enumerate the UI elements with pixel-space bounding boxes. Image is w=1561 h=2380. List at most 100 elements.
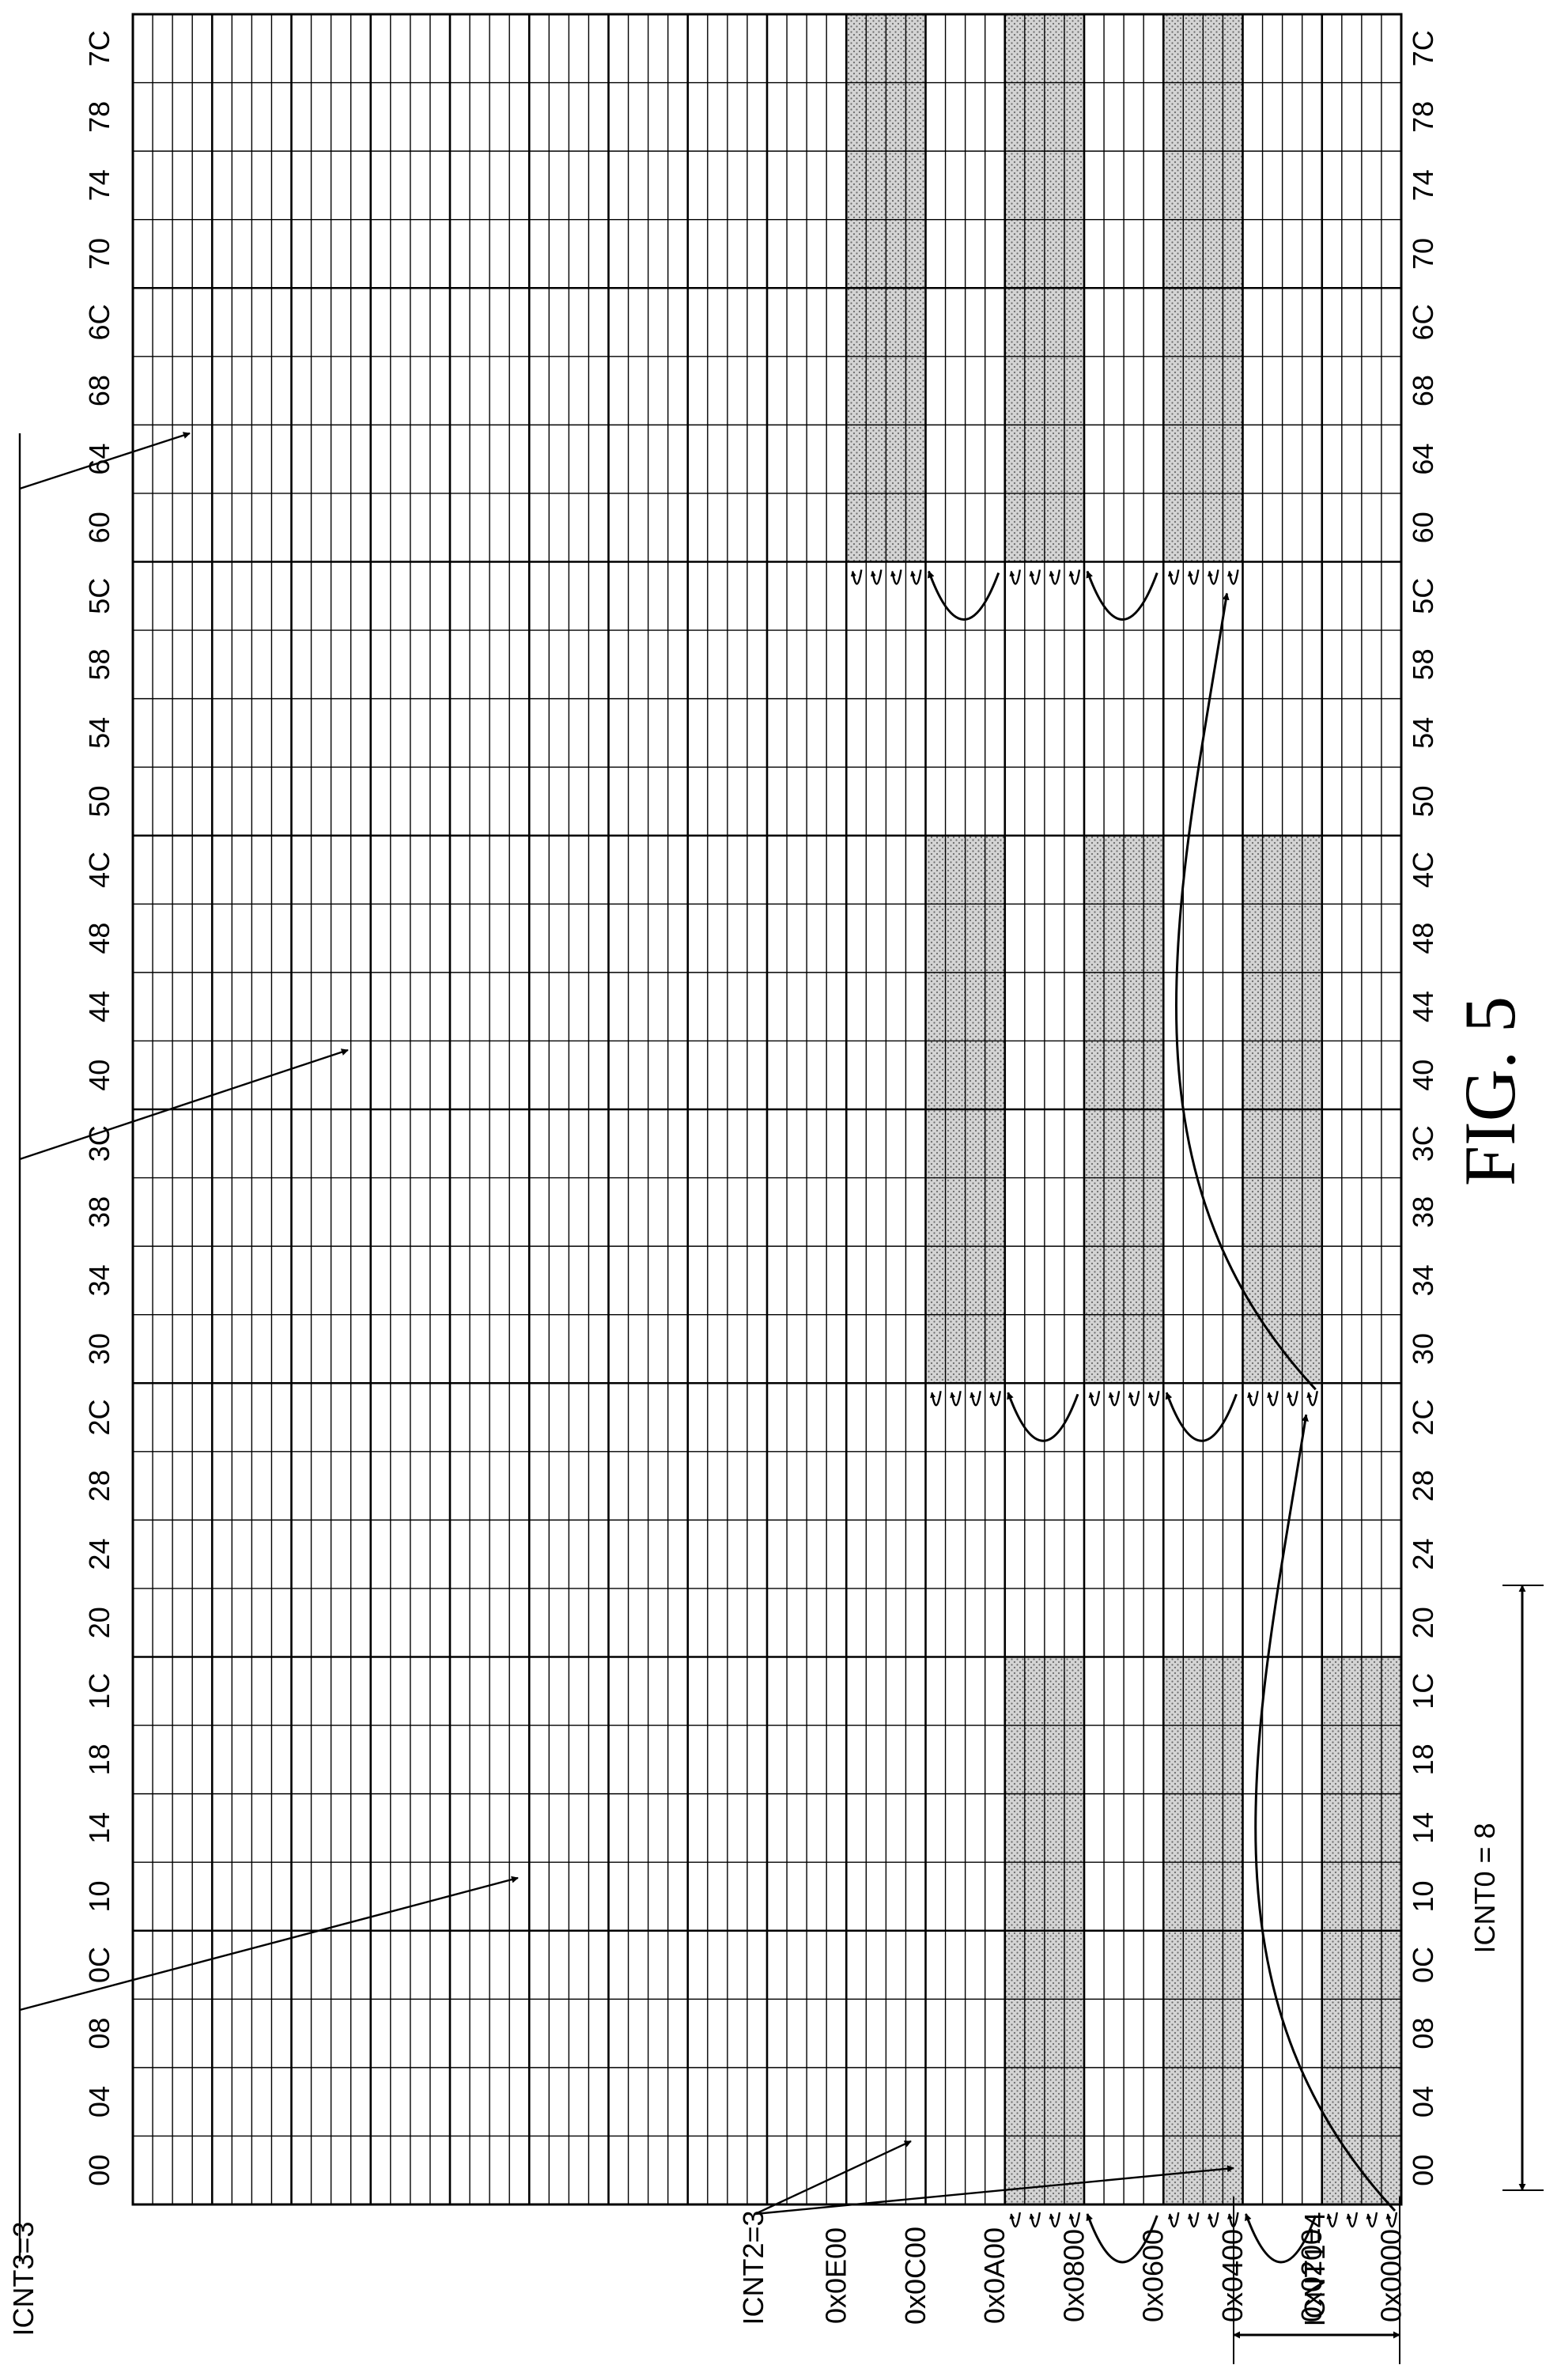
dim1-arrow (1207, 2212, 1219, 2228)
column-label-right: 50 (1407, 785, 1439, 817)
column-label-right: 70 (1407, 238, 1439, 270)
column-label-left: 28 (83, 1470, 115, 1502)
dim1-arrow (1167, 2212, 1180, 2228)
dim3-arrow (1254, 1414, 1397, 2212)
icnt1-label: ICNT1=4 (1298, 2212, 1331, 2326)
column-label-left: 74 (83, 169, 115, 201)
column-label-right: 38 (1407, 1196, 1439, 1228)
dim1-arrow (890, 569, 902, 585)
column-label-right: 6C (1407, 304, 1439, 341)
column-label-left: 0C (83, 1947, 115, 1983)
column-label-right: 44 (1407, 991, 1439, 1022)
dim1-arrow (1049, 569, 1061, 585)
column-label-left: 68 (83, 375, 115, 406)
dim1-arrow (870, 569, 883, 585)
column-label-right: 7C (1407, 30, 1439, 66)
icnt1-dimension: ICNT1=4 (1233, 2197, 1400, 2364)
dim1-arrow (1187, 2212, 1200, 2228)
column-label-left: 44 (83, 991, 115, 1022)
column-label-right: 14 (1407, 1812, 1439, 1844)
column-label-left: 38 (83, 1196, 115, 1228)
address-label: 0x0000 (1374, 2229, 1407, 2322)
address-label: 0x0600 (1137, 2229, 1170, 2322)
column-label-right: 54 (1407, 717, 1439, 749)
column-label-left: 3C (83, 1125, 115, 1162)
column-label-right: 28 (1407, 1470, 1439, 1502)
column-label-right: 2C (1407, 1400, 1439, 1436)
address-label: 0x0800 (1057, 2229, 1090, 2322)
icnt0-dimension: ICNT0 = 8 (1468, 1585, 1544, 2191)
column-label-right: 74 (1407, 169, 1439, 201)
column-label-right: 78 (1407, 101, 1439, 133)
dim1-arrow (1326, 2212, 1338, 2228)
column-label-left: 60 (83, 512, 115, 543)
address-label: 0x0200 (1295, 2229, 1328, 2322)
dim2-arrow (1086, 2213, 1158, 2264)
dim1-arrow (1306, 1391, 1318, 1407)
column-label-right: 48 (1407, 923, 1439, 954)
dimension-pointers (18, 432, 1234, 2261)
dim1-arrow (1366, 2212, 1378, 2228)
column-label-left: 50 (83, 785, 115, 817)
column-label-left: 18 (83, 1743, 115, 1775)
column-label-right: 3C (1407, 1125, 1439, 1162)
dim2-arrow (1245, 2213, 1317, 2264)
column-label-right: 34 (1407, 1264, 1439, 1296)
column-label-right: 40 (1407, 1060, 1439, 1091)
icnt3-pointer (19, 1048, 349, 1161)
column-label-left: 70 (83, 238, 115, 270)
column-label-left: 20 (83, 1607, 115, 1638)
column-label-right: 20 (1407, 1607, 1439, 1638)
dim1-arrow (1029, 2212, 1041, 2228)
dim1-arrow (1108, 1391, 1121, 1407)
column-label-left: 64 (83, 444, 115, 475)
dim1-arrow (1049, 2212, 1061, 2228)
memory-grid (131, 13, 1403, 2206)
column-label-right: 1C (1407, 1673, 1439, 1709)
column-label-left: 2C (83, 1400, 115, 1436)
figure-label: FIG. 5 (1450, 996, 1530, 1186)
dim1-arrow (930, 1391, 942, 1407)
column-label-right: 00 (1407, 2155, 1439, 2186)
column-label-right: 64 (1407, 444, 1439, 475)
column-label-right: 04 (1407, 2086, 1439, 2117)
address-label: 0x0A00 (978, 2227, 1011, 2324)
column-label-right: 30 (1407, 1333, 1439, 1365)
column-label-left: 30 (83, 1333, 115, 1365)
icnt2-pointer (754, 2140, 912, 2216)
dim1-arrow (1227, 569, 1239, 585)
icnt2-pointer (754, 2165, 1234, 2216)
dim2-arrow (1165, 1392, 1238, 1442)
dim1-arrow (1029, 569, 1041, 585)
column-label-left: 7C (83, 30, 115, 66)
dim1-arrow (1128, 1391, 1140, 1407)
dim1-arrow (1346, 2212, 1359, 2228)
column-label-left: 08 (83, 2018, 115, 2049)
dim1-arrow (1009, 2212, 1021, 2228)
icnt0-label: ICNT0 = 8 (1468, 1823, 1501, 1953)
icnt3-pointer (19, 432, 191, 490)
column-label-right: 24 (1407, 1539, 1439, 1570)
dim1-arrow (1247, 1391, 1259, 1407)
column-label-right: 60 (1407, 512, 1439, 543)
dim1-arrow (1287, 1391, 1298, 1407)
address-label: 0x0400 (1216, 2229, 1249, 2322)
column-label-left: 48 (83, 923, 115, 954)
dim1-arrow (1207, 569, 1219, 585)
column-label-right: 18 (1407, 1743, 1439, 1775)
column-label-left: 78 (83, 101, 115, 133)
column-label-left: 58 (83, 648, 115, 680)
dim3-arrow (1174, 592, 1317, 1391)
column-label-left: 6C (83, 304, 115, 341)
column-label-left: 54 (83, 717, 115, 749)
dim1-arrow (1009, 569, 1021, 585)
dim1-arrow (1187, 569, 1200, 585)
column-label-right: 5C (1407, 578, 1439, 614)
column-label-right: 10 (1407, 1880, 1439, 1912)
traversal-arrows (850, 569, 1398, 2264)
dim1-arrow (989, 1391, 1001, 1407)
column-label-left: 04 (83, 2086, 115, 2117)
grid-border (131, 13, 1403, 2206)
column-label-left: 24 (83, 1539, 115, 1570)
